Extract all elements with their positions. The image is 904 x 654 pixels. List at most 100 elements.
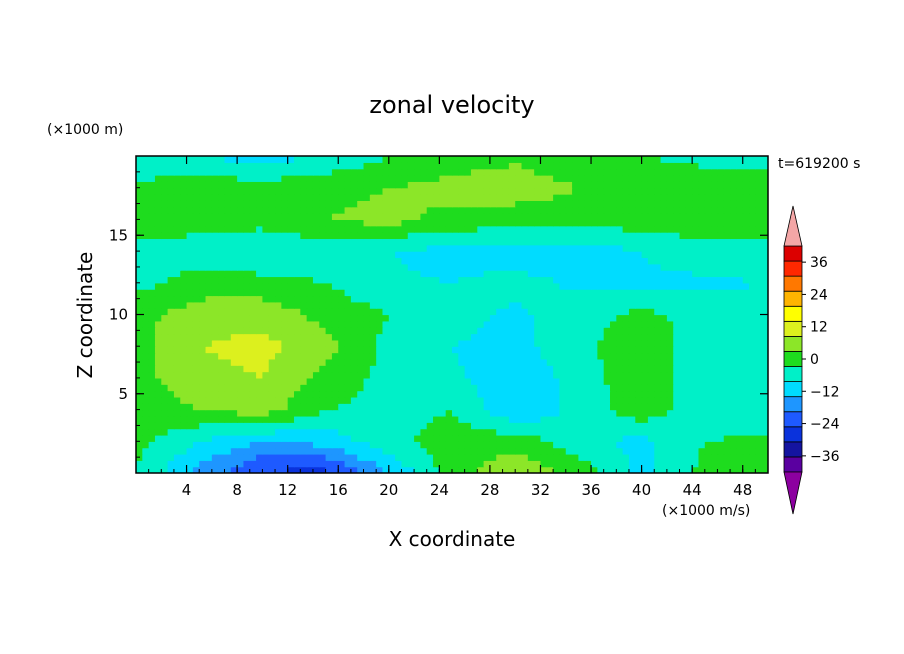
heatmap-cell	[584, 441, 592, 449]
heatmap-cell	[218, 415, 226, 423]
heatmap-cell	[433, 168, 440, 176]
heatmap-cell	[173, 238, 181, 246]
heatmap-cell	[312, 320, 320, 328]
heatmap-cell	[287, 466, 295, 473]
heatmap-cell	[515, 320, 523, 328]
heatmap-cell	[388, 415, 396, 423]
heatmap-cell	[439, 225, 447, 233]
heatmap-cell	[249, 162, 257, 170]
heatmap-cell	[641, 365, 649, 373]
heatmap-cell	[742, 225, 750, 233]
heatmap-cell	[730, 428, 737, 436]
heatmap-cell	[319, 396, 327, 404]
heatmap-cell	[426, 339, 434, 347]
heatmap-cell	[502, 428, 510, 436]
heatmap-cell	[395, 377, 403, 385]
heatmap-cell	[262, 219, 270, 227]
heatmap-cell	[136, 415, 143, 423]
heatmap-cell	[256, 377, 263, 385]
heatmap-cell	[401, 187, 409, 195]
heatmap-cell	[742, 219, 750, 227]
heatmap-cell	[294, 282, 301, 290]
heatmap-cell	[192, 289, 200, 297]
heatmap-cell	[610, 219, 617, 227]
heatmap-cell	[508, 327, 516, 335]
heatmap-cell	[230, 282, 238, 290]
heatmap-cell	[452, 187, 459, 195]
heatmap-cell	[666, 308, 674, 316]
heatmap-cell	[363, 422, 371, 430]
heatmap-cell	[268, 460, 276, 468]
heatmap-cell	[458, 384, 466, 392]
heatmap-cell	[553, 232, 561, 240]
heatmap-cell	[173, 377, 181, 385]
heatmap-cell	[673, 213, 681, 220]
heatmap-cell	[521, 289, 529, 297]
heatmap-cell	[426, 181, 434, 189]
heatmap-cell	[211, 327, 219, 335]
heatmap-cell	[338, 371, 346, 379]
heatmap-cell	[407, 308, 415, 316]
heatmap-cell	[477, 314, 485, 322]
heatmap-cell	[167, 403, 175, 411]
heatmap-cell	[148, 295, 156, 303]
heatmap-cell	[761, 181, 768, 189]
heatmap-cell	[534, 422, 542, 430]
heatmap-cell	[464, 213, 472, 220]
heatmap-cell	[186, 422, 194, 430]
heatmap-cell	[154, 415, 162, 423]
heatmap-cell	[148, 327, 156, 335]
heatmap-cell	[407, 238, 415, 246]
heatmap-cell	[540, 365, 548, 373]
heatmap-cell	[622, 301, 630, 309]
heatmap-cell	[515, 200, 523, 208]
heatmap-cell	[572, 244, 579, 252]
heatmap-cell	[572, 270, 579, 278]
heatmap-cell	[534, 156, 542, 163]
heatmap-cell	[262, 409, 270, 417]
heatmap-cell	[243, 257, 251, 265]
heatmap-cell	[445, 162, 453, 170]
heatmap-cell	[224, 175, 232, 182]
heatmap-cell	[736, 257, 744, 265]
heatmap-cell	[306, 263, 314, 271]
heatmap-cell	[344, 295, 352, 303]
heatmap-cell	[395, 213, 403, 220]
heatmap-cell	[591, 289, 598, 297]
heatmap-cell	[717, 358, 725, 366]
heatmap-cell	[306, 377, 314, 385]
heatmap-cell	[610, 352, 617, 360]
heatmap-cell	[477, 327, 485, 335]
heatmap-cell	[237, 460, 245, 468]
heatmap-cell	[540, 251, 548, 259]
heatmap-cell	[685, 168, 693, 176]
heatmap-cell	[622, 466, 630, 473]
heatmap-cell	[452, 295, 459, 303]
heatmap-cell	[142, 213, 150, 220]
heatmap-cell	[211, 365, 219, 373]
heatmap-cell	[458, 263, 466, 271]
heatmap-cell	[704, 194, 712, 201]
heatmap-cell	[256, 301, 263, 309]
heatmap-cell	[761, 213, 768, 220]
heatmap-cell	[597, 168, 605, 176]
heatmap-cell	[306, 339, 314, 347]
heatmap-cell	[331, 384, 339, 392]
heatmap-cell	[527, 194, 535, 201]
heatmap-cell	[256, 225, 263, 233]
heatmap-cell	[224, 270, 232, 278]
heatmap-cell	[553, 371, 561, 379]
heatmap-cell	[761, 327, 768, 335]
heatmap-cell	[275, 403, 282, 411]
heatmap-cell	[540, 346, 548, 354]
heatmap-cell	[148, 244, 156, 252]
heatmap-cell	[230, 168, 238, 176]
heatmap-cell	[489, 194, 497, 201]
heatmap-cell	[357, 251, 365, 259]
heatmap-cell	[603, 339, 611, 347]
heatmap-cell	[477, 403, 485, 411]
heatmap-cell	[660, 219, 668, 227]
heatmap-cell	[249, 175, 257, 182]
heatmap-cell	[420, 396, 428, 404]
heatmap-cell	[426, 409, 434, 417]
